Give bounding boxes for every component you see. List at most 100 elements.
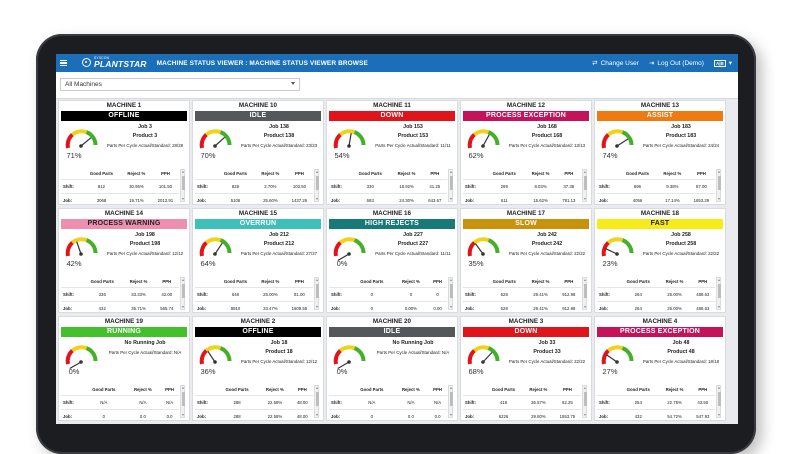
card-scrollbar[interactable] — [314, 277, 319, 310]
table-row: Job: 432 54.72% 547.93 — [597, 409, 715, 420]
card-scrollbar[interactable] — [716, 277, 721, 310]
card-scrollbar[interactable] — [314, 169, 319, 202]
efficiency-gauge — [467, 129, 500, 149]
table-row: Shift: 528 29.41% 912.98 — [463, 287, 581, 302]
col-reject: Reject % — [531, 278, 550, 284]
machine-name: MACHINE 14 — [104, 210, 144, 217]
table-row: Job: 693 24.30% 643.67 — [329, 193, 447, 204]
stats-table: Good Parts Reject % PPH Shift: 254 22.75… — [597, 383, 715, 420]
machine-card[interactable]: MACHINE 12 PROCESS EXCEPTION 62% Job 168… — [460, 100, 592, 205]
col-reject: Reject % — [531, 170, 550, 176]
machine-card[interactable]: MACHINE 3 DOWN 68% Job 33 Product 33 Par… — [460, 316, 592, 421]
machine-name: MACHINE 18 — [640, 210, 680, 217]
product-label: Product 227 — [397, 241, 429, 247]
machine-filter-select[interactable]: All Machines — [60, 78, 300, 91]
product-label: Product 183 — [665, 133, 697, 139]
machine-status-badge: ASSIST — [597, 111, 723, 121]
page-title: MACHINE STATUS VIEWER : MACHINE STATUS V… — [156, 59, 368, 67]
efficiency-gauge — [467, 345, 500, 365]
menu-icon[interactable] — [56, 59, 74, 67]
efficiency-percent: 64% — [200, 259, 216, 268]
machine-status-badge: IDLE — [329, 327, 455, 337]
machine-name: MACHINE 20 — [372, 318, 412, 325]
col-good-parts: Good Parts — [626, 278, 650, 284]
stats-table: Good Parts Reject % PPH Shift: 299 8.03%… — [463, 167, 581, 204]
machine-name: MACHINE 2 — [240, 318, 276, 325]
machine-card[interactable]: MACHINE 1 OFFLINE 71% Job 3 Product 3 Pa… — [58, 100, 190, 205]
table-row: Job: 3068 19.71% 2013.91 — [61, 193, 179, 204]
efficiency-percent: 36% — [200, 367, 216, 376]
stats-table: Good Parts Reject % PPH Shift: 828 2.70%… — [195, 167, 313, 204]
card-scrollbar[interactable] — [716, 169, 721, 202]
machine-status-badge: OFFLINE — [61, 111, 187, 121]
col-pph: PPH — [430, 170, 440, 176]
plantstar-logo: SYSCON PLANTSTAR — [82, 56, 147, 69]
machine-card[interactable]: MACHINE 4 PROCESS EXCEPTION 27% Job 48 P… — [594, 316, 726, 421]
table-row: Shift: 330 18.92% 41.25 — [329, 179, 447, 194]
machine-card[interactable]: MACHINE 14 PROCESS WARNING 42% Job 198 P… — [58, 208, 190, 313]
logo-mark-icon — [82, 58, 91, 68]
machine-card[interactable]: MACHINE 18 FAST 23% Job 258 Product 258 … — [594, 208, 726, 313]
machine-card[interactable]: MACHINE 16 HIGH REJECTS 0% Job 227 Produ… — [326, 208, 458, 313]
machine-card[interactable]: MACHINE 20 IDLE 0% No Running Job Parts … — [326, 316, 458, 421]
stats-table: Good Parts Reject % PPH Shift: 288 22.58… — [195, 383, 313, 420]
card-scrollbar[interactable] — [448, 385, 453, 418]
card-scrollbar[interactable] — [716, 385, 721, 418]
machine-card[interactable]: MACHINE 15 OVERRUN 64% Job 212 Product 2… — [192, 208, 324, 313]
card-scrollbar[interactable] — [582, 385, 587, 418]
table-row: Job: 611 15.62% 791.13 — [463, 193, 581, 204]
efficiency-gauge — [333, 237, 366, 262]
product-label: Product 198 — [129, 241, 161, 247]
machine-card[interactable]: MACHINE 11 DOWN 54% Job 153 Product 153 … — [326, 100, 458, 205]
job-label: No Running Job — [124, 340, 166, 346]
table-row: Job: 4056 17.14% 1653.29 — [597, 193, 715, 204]
machine-card[interactable]: MACHINE 19 RUNNING 0% No Running Job Par… — [58, 316, 190, 421]
efficiency-gauge — [199, 129, 232, 149]
col-reject: Reject % — [261, 278, 280, 284]
cycle-info: Parts Per Cycle Actual/Standard: 13/13 — [508, 143, 586, 148]
machine-name: MACHINE 1 — [106, 102, 142, 109]
card-scrollbar[interactable] — [448, 169, 453, 202]
product-label: Product 153 — [397, 133, 429, 139]
stats-table: Good Parts Reject % PPH Shift: 648 25.00… — [195, 275, 313, 312]
col-pph: PPH — [698, 278, 708, 284]
cycle-info: Parts Per Cycle Actual/Standard: 28/28 — [106, 143, 184, 148]
table-row: Job: 528 29.41% 912.98 — [463, 301, 581, 312]
col-good-parts: Good Parts — [90, 278, 114, 284]
job-label: Job 138 — [269, 124, 289, 130]
table-row: Shift: 828 2.70% 103.50 — [195, 179, 313, 194]
card-scrollbar[interactable] — [180, 169, 185, 202]
card-scrollbar[interactable] — [314, 385, 319, 418]
keyboard-toggle[interactable]: A|B ▾ — [713, 59, 732, 67]
job-label: Job 227 — [403, 232, 423, 238]
machine-card[interactable]: MACHINE 10 IDLE 70% Job 138 Product 138 … — [192, 100, 324, 205]
card-scrollbar[interactable] — [582, 169, 587, 202]
job-label: Job 258 — [671, 232, 691, 238]
col-good-parts: Good Parts — [360, 386, 384, 392]
col-pph: PPH — [294, 170, 304, 176]
card-scrollbar[interactable] — [180, 277, 185, 310]
table-row: Shift: 254 22.75% 43.50 — [597, 395, 715, 410]
machine-status-badge: OFFLINE — [195, 327, 321, 337]
card-scrollbar[interactable] — [582, 277, 587, 310]
machine-card[interactable]: MACHINE 17 SLOW 35% Job 242 Product 242 … — [460, 208, 592, 313]
machine-card[interactable]: MACHINE 13 ASSIST 74% Job 183 Product 18… — [594, 100, 726, 205]
machine-status-badge: OVERRUN — [195, 219, 321, 229]
machine-status-badge: RUNNING — [61, 327, 187, 337]
cycle-info: Parts Per Cycle Actual/Standard: 12/12 — [240, 359, 318, 364]
machine-card[interactable]: MACHINE 2 OFFLINE 36% Job 18 Product 18 … — [192, 316, 324, 421]
card-scrollbar[interactable] — [180, 385, 185, 418]
product-label: Product 242 — [531, 241, 563, 247]
col-pph: PPH — [564, 170, 574, 176]
product-label: Product 33 — [533, 349, 561, 355]
machine-status-badge: SLOW — [463, 219, 589, 229]
machine-name: MACHINE 3 — [508, 318, 544, 325]
efficiency-gauge — [333, 129, 366, 149]
col-pph: PPH — [433, 278, 442, 284]
logout-button[interactable]: ⇥ Log Out (Demo) — [649, 59, 704, 68]
table-row: Shift: N/A N/A N/A — [329, 395, 447, 410]
card-scrollbar[interactable] — [448, 277, 453, 310]
change-user-button[interactable]: ⇄ Change User — [592, 59, 639, 68]
keyboard-icon: A|B — [713, 59, 726, 67]
cycle-info: Parts Per Cycle Actual/Standard: 18/18 — [642, 359, 720, 364]
